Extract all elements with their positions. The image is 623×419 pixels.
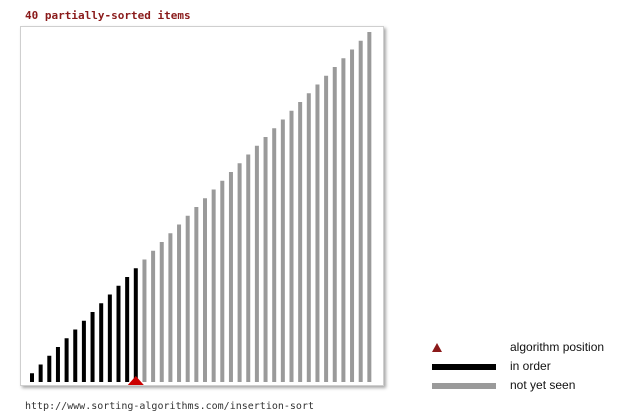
bar-not-yet-seen <box>315 84 320 382</box>
legend-label-not-seen: not yet seen <box>510 378 576 392</box>
page-title: 40 partially-sorted items <box>25 9 191 22</box>
bar-in-order <box>133 268 138 382</box>
bar-in-order <box>30 373 34 382</box>
bar-not-yet-seen <box>272 128 277 382</box>
bar-not-yet-seen <box>367 32 372 382</box>
bar-not-yet-seen <box>237 163 242 382</box>
bar-in-order <box>38 364 43 382</box>
legend-item-position: algorithm position <box>432 340 622 356</box>
bar-not-yet-seen <box>159 242 164 382</box>
bar-not-yet-seen <box>168 233 173 382</box>
bar-not-yet-seen <box>298 102 303 382</box>
bar-not-yet-seen <box>203 198 207 382</box>
bar-not-yet-seen <box>324 75 329 382</box>
bar-in-order <box>55 347 60 382</box>
sorting-visualization <box>20 26 384 386</box>
bar-not-yet-seen <box>194 207 199 382</box>
not-seen-swatch <box>432 383 496 389</box>
bar-not-yet-seen <box>350 49 355 382</box>
bar-not-yet-seen <box>280 119 285 382</box>
bar-not-yet-seen <box>254 145 259 382</box>
bar-not-yet-seen <box>211 189 216 382</box>
bar-in-order <box>99 303 104 382</box>
triangle-marker-icon <box>432 343 442 352</box>
algorithm-position-marker <box>127 376 144 385</box>
source-url[interactable]: http://www.sorting-algorithms.com/insert… <box>25 401 314 412</box>
bar-chart <box>30 32 372 385</box>
bar-not-yet-seen <box>263 137 268 382</box>
bar-not-yet-seen <box>142 259 147 382</box>
bar-not-yet-seen <box>246 154 251 382</box>
legend-item-in-order: in order <box>432 359 622 375</box>
bar-not-yet-seen <box>341 58 346 382</box>
bar-not-yet-seen <box>185 215 190 382</box>
bar-not-yet-seen <box>228 172 233 382</box>
bar-not-yet-seen <box>220 180 225 382</box>
bar-in-order <box>47 355 52 382</box>
bar-not-yet-seen <box>332 67 337 382</box>
bar-in-order <box>90 312 95 382</box>
legend-label-position: algorithm position <box>510 340 605 354</box>
legend-label-in-order: in order <box>510 359 551 373</box>
bar-in-order <box>81 320 86 382</box>
bar-in-order <box>107 294 112 382</box>
bar-in-order <box>64 338 69 382</box>
bar-not-yet-seen <box>289 110 294 382</box>
bar-in-order <box>116 285 121 382</box>
bar-not-yet-seen <box>306 93 311 382</box>
legend-item-not-seen: not yet seen <box>432 378 622 394</box>
bar-not-yet-seen <box>177 224 182 382</box>
bar-not-yet-seen <box>358 40 363 382</box>
bar-not-yet-seen <box>151 250 156 382</box>
bar-in-order <box>125 277 130 382</box>
bar-in-order <box>73 329 78 382</box>
in-order-swatch <box>432 364 496 370</box>
